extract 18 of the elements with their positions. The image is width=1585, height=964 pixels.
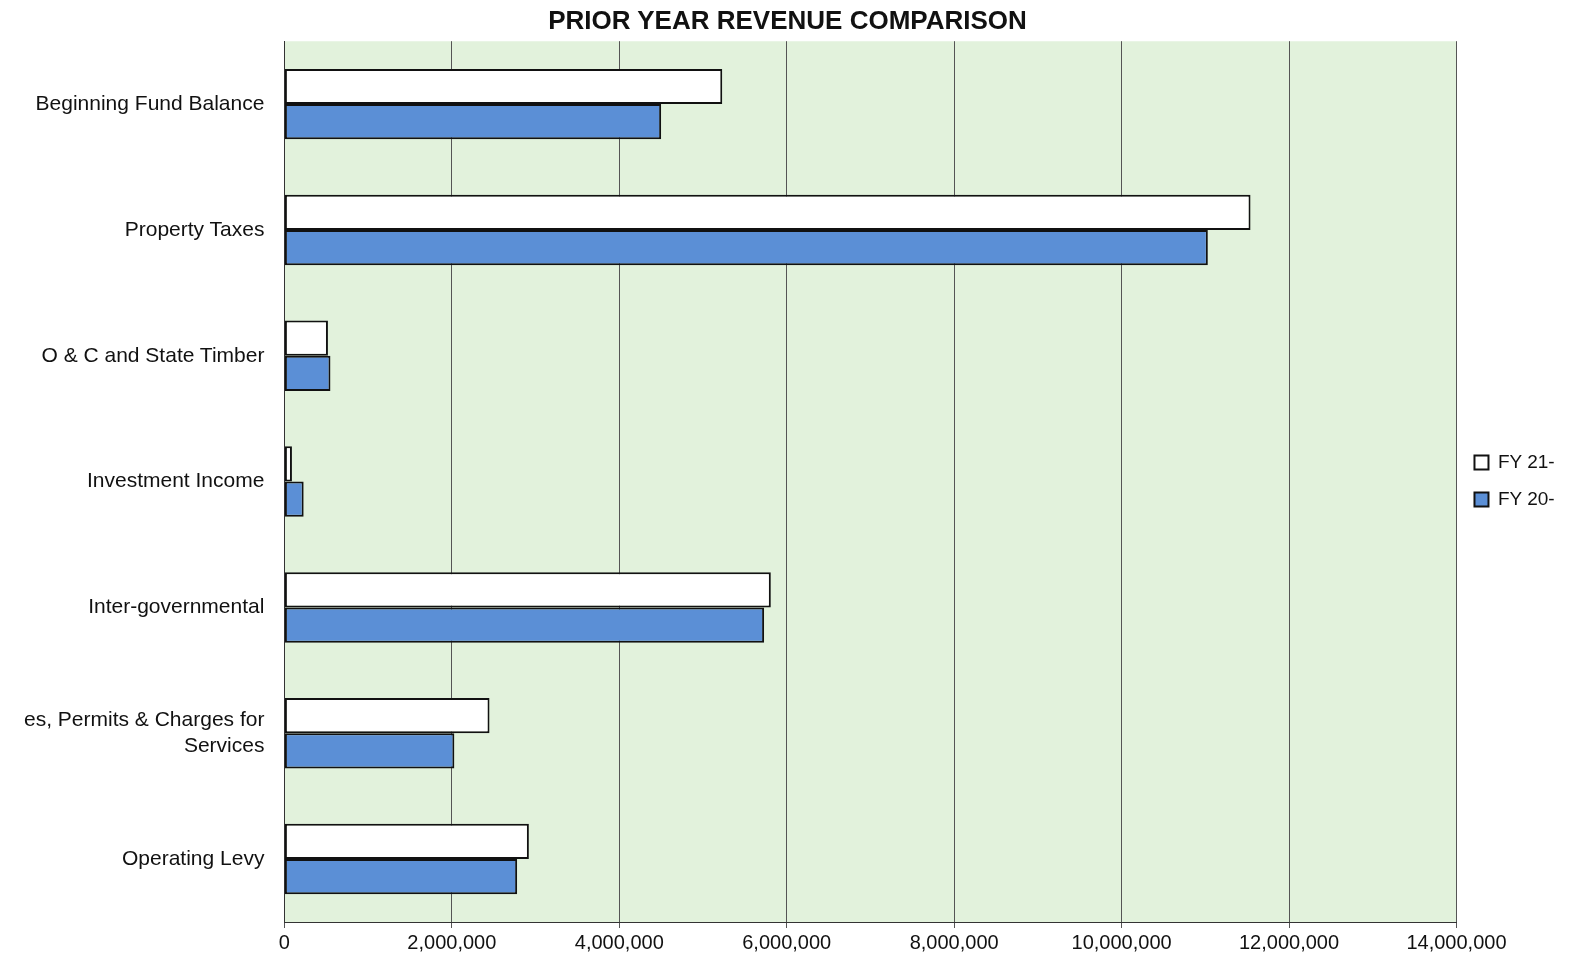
y-tick-label: Operating Levy (121, 845, 265, 869)
legend-label: FY 21- (1497, 450, 1555, 472)
x-tick-label: 2,000,000 (407, 930, 497, 953)
y-tick-label: O & C and State Timber (41, 342, 265, 366)
y-tick-label: Investment Income (86, 468, 265, 492)
x-tick-label: 10,000,000 (1071, 930, 1172, 953)
x-tick-label: 14,000,000 (1406, 930, 1507, 953)
x-tick-label: 0 (278, 930, 290, 953)
y-tick-label: Inter-governmental (88, 594, 265, 618)
legend-label: FY 20- (1497, 487, 1555, 509)
y-tick-label: Beginning Fund Balance (35, 90, 265, 114)
x-tick-label: 8,000,000 (909, 930, 999, 953)
x-tick-label: 6,000,000 (742, 930, 832, 953)
y-tick-label: Property Taxes (124, 216, 265, 240)
chart-title: PRIOR YEAR REVENUE COMPARISON (548, 4, 1027, 35)
y-tick-label: es, Permits & Charges for Services (23, 707, 265, 756)
x-tick-label: 4,000,000 (574, 930, 664, 953)
x-tick-label: 12,000,000 (1238, 930, 1340, 953)
